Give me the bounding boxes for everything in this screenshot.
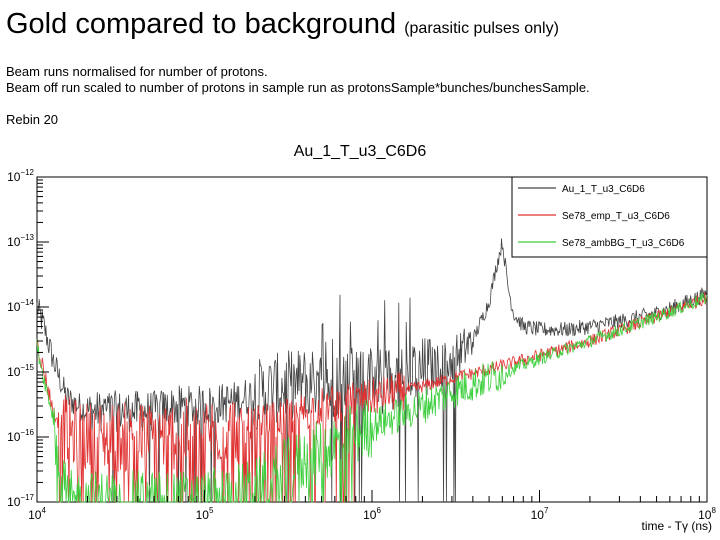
legend-label: Se78_ambBG_T_u3_C6D6 xyxy=(562,238,685,249)
y-tick-exponent: −14 xyxy=(20,298,34,307)
series-line-0 xyxy=(36,238,708,503)
y-tick-label: 10−15 xyxy=(7,363,34,379)
legend-label: Se78_emp_T_u3_C6D6 xyxy=(562,211,670,222)
x-tick-label: 106 xyxy=(363,506,381,522)
x-tick-label: 104 xyxy=(28,506,46,522)
y-tick-label: 10−17 xyxy=(7,493,34,509)
chart-title: Au_1_T_u3_C6D6 xyxy=(294,143,427,160)
legend: Au_1_T_u3_C6D6 Se78_emp_T_u3_C6D6 Se78_amb… xyxy=(511,176,708,258)
slide-title-text: Gold compared to background xyxy=(6,8,397,40)
y-tick-exponent: −17 xyxy=(20,493,34,502)
x-tick-exponent: 5 xyxy=(209,506,214,515)
legend-label: Au_1_T_u3_C6D6 xyxy=(562,184,645,195)
x-tick-exponent: 6 xyxy=(376,506,381,515)
description-line-1: Beam runs normalised for number of proto… xyxy=(6,64,268,79)
slide-title: Gold compared to background (parasitic p… xyxy=(6,6,559,47)
y-tick-label: 10−13 xyxy=(7,233,34,249)
y-tick-label: 10−16 xyxy=(7,428,34,444)
y-tick-label: 10−14 xyxy=(7,298,34,314)
series-line-1 xyxy=(36,292,708,503)
x-tick-label: 107 xyxy=(531,506,549,522)
legend-box xyxy=(511,176,708,258)
x-tick-exponent: 4 xyxy=(41,506,46,515)
y-tick-exponent: −16 xyxy=(20,428,34,437)
description-line-2: Beam off run scaled to number of protons… xyxy=(6,80,590,95)
x-tick-label: 105 xyxy=(196,506,214,522)
y-tick-exponent: −13 xyxy=(20,233,34,242)
slide-title-note: (parasitic pulses only) xyxy=(404,20,559,37)
x-tick-exponent: 8 xyxy=(711,506,716,515)
y-tick-exponent: −15 xyxy=(20,363,34,372)
description-line-3: Rebin 20 xyxy=(6,112,59,127)
y-tick-label: 10−12 xyxy=(7,168,34,184)
y-tick-exponent: −12 xyxy=(20,168,34,177)
series-layer xyxy=(36,238,708,503)
series-line-2 xyxy=(36,292,708,503)
x-tick-exponent: 7 xyxy=(544,506,549,515)
x-axis-label: time - Tγ (ns) xyxy=(642,519,712,533)
